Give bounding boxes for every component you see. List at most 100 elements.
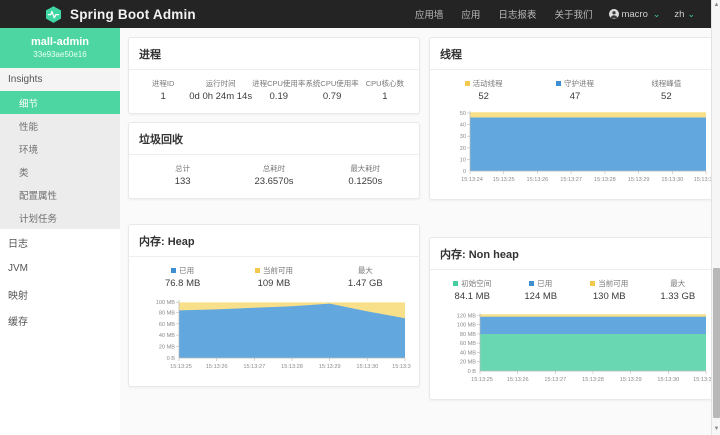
sidebar-item-scheduled-tasks[interactable]: 计划任务 bbox=[0, 206, 120, 229]
threads-stats: 活动线程 52 守护进程 47 线程峰值 52 bbox=[438, 78, 711, 104]
svg-text:100 MB: 100 MB bbox=[457, 323, 477, 329]
stat-live-threads: 活动线程 52 bbox=[438, 78, 529, 104]
card-garbage-collection: 垃圾回收 总计 133 总耗时 23.6570s 最大耗时 0 bbox=[128, 122, 420, 199]
sidebar-group-insights: Insights bbox=[0, 68, 120, 91]
svg-text:15:13:27: 15:13:27 bbox=[560, 177, 582, 183]
chart-memory-nonheap: 120 MB 100 MB 80 MB 60 MB 40 MB 20 MB 0 … bbox=[438, 308, 711, 390]
sidebar-item-environment[interactable]: 环境 bbox=[0, 137, 120, 160]
svg-text:40 MB: 40 MB bbox=[460, 351, 476, 357]
nav-link-journal[interactable]: 日志报表 bbox=[498, 10, 537, 21]
stat-label: 当前可用 bbox=[228, 265, 319, 276]
sidebar-item-classes[interactable]: 类 bbox=[0, 160, 120, 183]
stat-nonheap-available: 当前可用 130 MB bbox=[575, 278, 644, 304]
stat-value: 1 bbox=[382, 91, 388, 102]
svg-text:0 B: 0 B bbox=[468, 369, 477, 375]
main-content: 进程 进程ID 1 运行时间 0d 0h 24m 14s 进程CPU使用率 bbox=[120, 28, 711, 435]
svg-text:15:13:25: 15:13:25 bbox=[493, 177, 515, 183]
stat-label: 运行时间 bbox=[205, 79, 236, 88]
svg-text:15:13:29: 15:13:29 bbox=[319, 364, 341, 370]
sidebar-item-jvm[interactable]: JVM bbox=[0, 255, 120, 281]
stat-label: 最大 bbox=[357, 266, 373, 275]
svg-text:120 MB: 120 MB bbox=[457, 314, 477, 320]
svg-text:40 MB: 40 MB bbox=[159, 333, 175, 339]
stat-gc-max-time: 最大耗时 0.1250s bbox=[320, 163, 411, 189]
stat-system-cpu-usage: 系统CPU使用率 0.79 bbox=[305, 78, 358, 104]
nav-link-applications-wall[interactable]: 应用墙 bbox=[414, 10, 444, 21]
stat-value: 1.33 GB bbox=[660, 291, 696, 302]
process-stats: 进程ID 1 运行时间 0d 0h 24m 14s 进程CPU使用率 0.19 bbox=[137, 78, 411, 104]
top-navbar: Spring Boot Admin 应用墙 应用 日志报表 关于我们 macro… bbox=[0, 0, 711, 28]
card-memory-nonheap: 内存: Non heap 初始空间 84.1 MB 已用 124 MB bbox=[429, 237, 711, 400]
sidebar-item-mappings[interactable]: 映射 bbox=[0, 281, 120, 307]
svg-text:15:13:29: 15:13:29 bbox=[628, 177, 650, 183]
stat-value: 52 bbox=[478, 91, 489, 102]
svg-text:15:13:31: 15:13:31 bbox=[392, 364, 411, 370]
sidebar-instance-id: 33e93ae50e16 bbox=[33, 49, 87, 59]
stat-cpu-cores: CPU核心数 1 bbox=[359, 78, 411, 104]
legend-dot-yellow-icon bbox=[590, 281, 596, 286]
card-heap-title-suffix: Heap bbox=[167, 236, 195, 248]
svg-text:15:13:28: 15:13:28 bbox=[594, 177, 616, 183]
vertical-scrollbar[interactable]: ▲ ▼ bbox=[711, 0, 720, 435]
sidebar-item-caches[interactable]: 缓存 bbox=[0, 307, 120, 333]
svg-text:15:13:30: 15:13:30 bbox=[356, 364, 378, 370]
card-nonheap-title: 内存: Non heap bbox=[430, 238, 711, 270]
gc-stats: 总计 133 总耗时 23.6570s 最大耗时 0.1250s bbox=[137, 163, 411, 189]
sidebar-item-details[interactable]: 细节 bbox=[0, 91, 120, 114]
card-threads-body: 活动线程 52 守护进程 47 线程峰值 52 bbox=[430, 70, 711, 199]
stat-uptime: 运行时间 0d 0h 24m 14s bbox=[189, 78, 252, 104]
stat-label: 总计 bbox=[175, 164, 191, 173]
nonheap-stats: 初始空间 84.1 MB 已用 124 MB 当前可用 130 MB 最大 bbox=[438, 278, 711, 304]
stat-nonheap-max: 最大 1.33 GB bbox=[644, 278, 712, 304]
stat-heap-used: 已用 76.8 MB bbox=[137, 265, 228, 291]
legend-dot-yellow-icon bbox=[464, 81, 470, 86]
stat-heap-available: 当前可用 109 MB bbox=[228, 265, 319, 291]
svg-text:80 MB: 80 MB bbox=[460, 332, 476, 338]
svg-text:15:13:30: 15:13:30 bbox=[657, 377, 679, 383]
scroll-up-arrow-icon[interactable]: ▲ bbox=[713, 2, 720, 8]
legend-dot-green-icon bbox=[453, 281, 459, 286]
sidebar-app-name: mall-admin bbox=[30, 35, 90, 48]
svg-text:15:13:3: 15:13:3 bbox=[694, 177, 711, 183]
nav-link-about[interactable]: 关于我们 bbox=[554, 10, 593, 21]
user-menu-label: macro bbox=[621, 8, 648, 20]
chart-threads: 50 40 30 20 10 0 bbox=[438, 108, 711, 190]
legend-dot-blue-icon bbox=[171, 268, 177, 273]
chevron-down-icon: ⌄ bbox=[687, 8, 695, 19]
svg-text:15:13:29: 15:13:29 bbox=[620, 377, 642, 383]
svg-text:15:13:28: 15:13:28 bbox=[582, 377, 604, 383]
chevron-down-icon: ⌄ bbox=[652, 8, 661, 19]
stat-label: CPU核心数 bbox=[365, 79, 405, 88]
sidebar-item-logging[interactable]: 日志 bbox=[0, 229, 120, 255]
svg-text:50: 50 bbox=[460, 111, 466, 117]
chart-memory-heap: 100 MB 80 MB 60 MB 40 MB 20 MB 0 B bbox=[137, 295, 411, 377]
svg-text:15:13:30: 15:13:30 bbox=[661, 177, 683, 183]
scrollbar-thumb[interactable] bbox=[713, 268, 720, 418]
nav-link-applications[interactable]: 应用 bbox=[461, 10, 481, 21]
sidebar: mall-admin 33e93ae50e16 Insights 细节 性能 环… bbox=[0, 28, 120, 435]
card-nonheap-title-prefix: 内存: bbox=[440, 249, 469, 261]
user-menu[interactable]: macro ⌄ bbox=[601, 9, 664, 20]
sidebar-item-performance[interactable]: 性能 bbox=[0, 114, 120, 137]
scroll-down-arrow-icon[interactable]: ▼ bbox=[713, 426, 720, 432]
stat-label: 总耗时 bbox=[262, 164, 286, 173]
stat-process-id: 进程ID 1 bbox=[137, 78, 189, 104]
sidebar-item-configprops[interactable]: 配置属性 bbox=[0, 183, 120, 206]
dashboard-grid: 进程 进程ID 1 运行时间 0d 0h 24m 14s 进程CPU使用率 bbox=[128, 37, 711, 400]
right-column: 线程 活动线程 52 守护进程 47 线程峰值 52 bbox=[429, 37, 711, 400]
card-process-title: 进程 bbox=[129, 38, 419, 70]
language-menu[interactable]: zh ⌄ bbox=[664, 9, 701, 20]
svg-text:20 MB: 20 MB bbox=[159, 344, 175, 350]
card-heap-body: 已用 76.8 MB 当前可用 109 MB 最大 1.47 GB bbox=[129, 257, 419, 386]
language-menu-label: zh bbox=[674, 8, 685, 20]
stat-label: 线程峰值 bbox=[651, 79, 682, 88]
stat-value: 1 bbox=[160, 91, 166, 102]
card-gc-body: 总计 133 总耗时 23.6570s 最大耗时 0.1250s bbox=[129, 155, 419, 198]
card-process-body: 进程ID 1 运行时间 0d 0h 24m 14s 进程CPU使用率 0.19 bbox=[129, 70, 419, 113]
card-process: 进程 进程ID 1 运行时间 0d 0h 24m 14s 进程CPU使用率 bbox=[128, 37, 420, 114]
stat-label: 守护进程 bbox=[529, 78, 620, 89]
card-nonheap-title-suffix: Non heap bbox=[468, 249, 519, 261]
svg-text:15:13:26: 15:13:26 bbox=[527, 177, 549, 183]
brand-title: Spring Boot Admin bbox=[70, 6, 196, 22]
brand-logo[interactable]: Spring Boot Admin bbox=[44, 5, 196, 24]
